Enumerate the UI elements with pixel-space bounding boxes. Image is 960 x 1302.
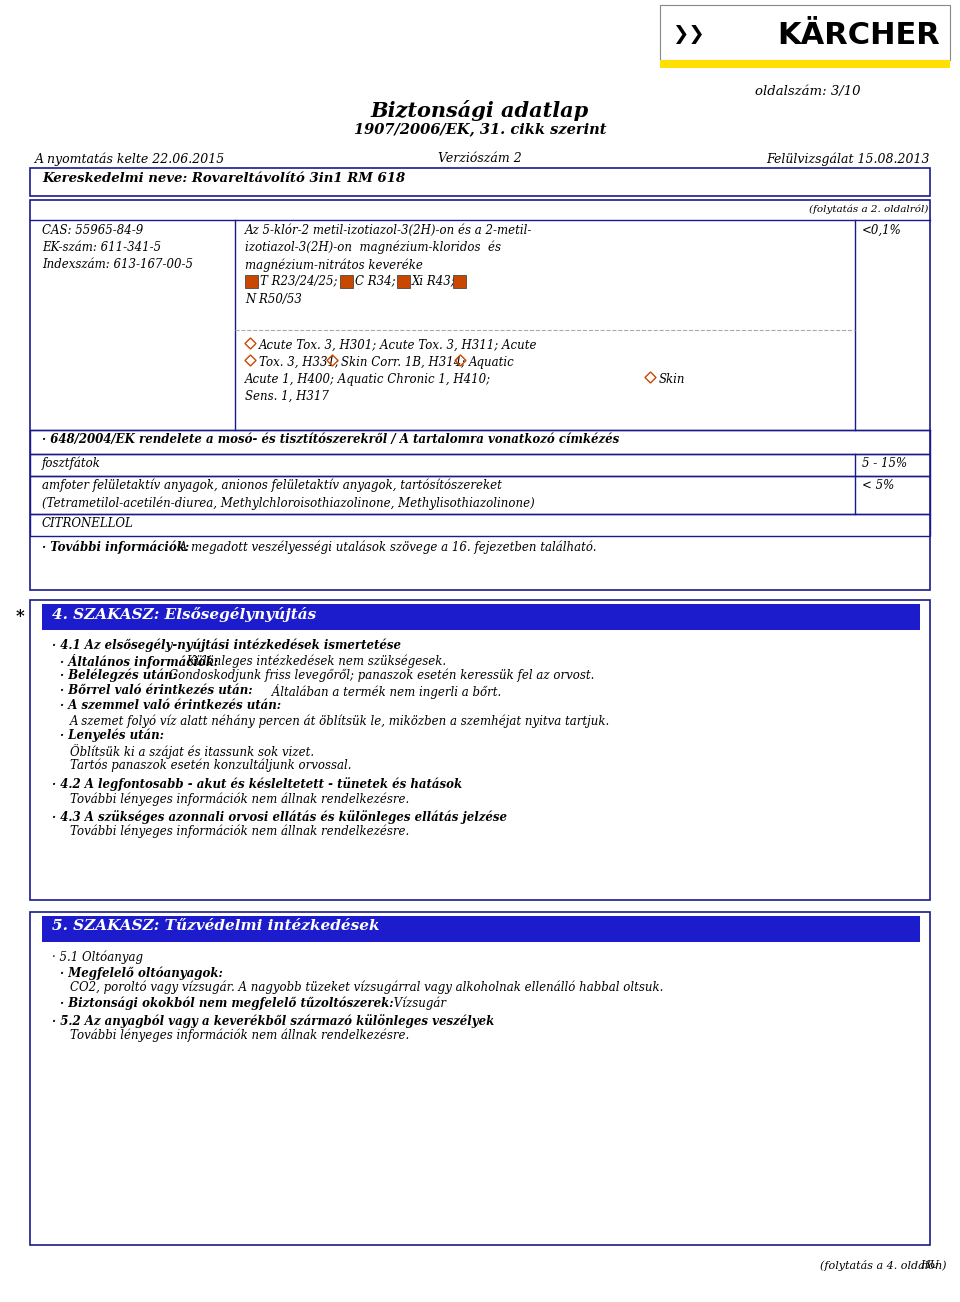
Bar: [30, 430, 930, 454]
Text: A megadott veszélyességi utalások szövege a 16. fejezetben található.: A megadott veszélyességi utalások szöveg…: [175, 540, 596, 553]
Text: Általában a termék nem ingerli a bőrt.: Általában a termék nem ingerli a bőrt.: [268, 684, 501, 699]
Bar: [340, 275, 353, 288]
Text: ❯❯: ❯❯: [672, 26, 705, 44]
Text: < 5%: < 5%: [862, 479, 895, 492]
Text: · Bőrrel való érintkezés után:: · Bőrrel való érintkezés után:: [60, 684, 252, 697]
Text: Vízsugár: Vízsugár: [390, 997, 446, 1010]
Bar: [30, 911, 930, 1245]
Text: · 5.1 Oltóanyag: · 5.1 Oltóanyag: [52, 950, 143, 963]
Text: Öblítsük ki a szájat és itassunk sok vizet.: Öblítsük ki a szájat és itassunk sok viz…: [70, 743, 314, 759]
Text: A szemet folyó víz alatt néhány percen át öblítsük le, miközben a szemhéjat nyit: A szemet folyó víz alatt néhány percen á…: [70, 713, 611, 728]
Text: fosztfátok: fosztfátok: [42, 457, 101, 470]
Text: CITRONELLOL: CITRONELLOL: [42, 517, 133, 530]
Text: 5. SZAKASZ: Tűzvédelmi intézkedések: 5. SZAKASZ: Tűzvédelmi intézkedések: [52, 919, 379, 934]
Text: 5 - 15%: 5 - 15%: [862, 457, 907, 470]
Text: T R23/24/25;: T R23/24/25;: [260, 273, 338, 286]
Text: · Biztonsági okokból nem megfelelő tűzoltószerek:: · Biztonsági okokból nem megfelelő tűzol…: [60, 997, 394, 1010]
Text: <0,1%: <0,1%: [862, 224, 901, 237]
Text: További lényeges információk nem állnak rendelkezésre.: További lényeges információk nem állnak …: [70, 792, 409, 806]
Text: oldalszám: 3/10: oldalszám: 3/10: [755, 85, 860, 98]
Text: *: *: [16, 608, 25, 625]
Text: N R50/53: N R50/53: [245, 293, 301, 306]
Text: · Általános információk:: · Általános információk:: [60, 654, 218, 669]
Text: Verziószám 2: Verziószám 2: [438, 152, 522, 165]
Text: · 4.2 A legfontosabb - akut és késleltetett - tünetek és hatások: · 4.2 A legfontosabb - akut és késleltet…: [52, 777, 462, 790]
Text: amfoter felületaktív anyagok, anionos felületaktív anyagok, tartósítószereket: amfoter felületaktív anyagok, anionos fe…: [42, 479, 502, 492]
Bar: [30, 201, 930, 590]
Text: (folytatás a 4. oldalon): (folytatás a 4. oldalon): [820, 1260, 947, 1271]
Bar: [30, 477, 930, 514]
Text: Tartós panaszok esetén konzultáljunk orvossal.: Tartós panaszok esetén konzultáljunk orv…: [70, 759, 351, 772]
Bar: [453, 275, 466, 288]
Text: · A szemmel való érintkezés után:: · A szemmel való érintkezés után:: [60, 699, 281, 712]
Bar: [660, 60, 950, 68]
Text: Acute Tox. 3, H301; Acute Tox. 3, H311; Acute: Acute Tox. 3, H301; Acute Tox. 3, H311; …: [259, 339, 538, 352]
Text: Kereskedelmi neve: Rovareltávolító 3in1 RM 618: Kereskedelmi neve: Rovareltávolító 3in1 …: [42, 172, 405, 185]
Text: KÄRCHER: KÄRCHER: [778, 21, 940, 49]
Text: · Lenyelés után:: · Lenyelés után:: [60, 729, 164, 742]
Text: · 648/2004/EK rendelete a mosó- és tisztítószerekről / A tartalomra vonatkozó cí: · 648/2004/EK rendelete a mosó- és tiszt…: [42, 434, 619, 447]
Text: · Belélegzés után:: · Belélegzés után:: [60, 669, 178, 682]
Text: Sens. 1, H317: Sens. 1, H317: [245, 391, 329, 404]
Text: 4. SZAKASZ: Elsősegélynyújtás: 4. SZAKASZ: Elsősegélynyújtás: [52, 607, 316, 622]
Text: · 4.1 Az elsősegély-nyújtási intézkedések ismertetése: · 4.1 Az elsősegély-nyújtási intézkedése…: [52, 638, 401, 651]
Text: Indexszám: 613-167-00-5: Indexszám: 613-167-00-5: [42, 258, 193, 271]
Text: Gondoskodjunk friss levegőről; panaszok esetén keressük fel az orvost.: Gondoskodjunk friss levegőről; panaszok …: [165, 669, 594, 682]
Text: 1907/2006/EK, 31. cikk szerint: 1907/2006/EK, 31. cikk szerint: [353, 122, 607, 135]
Text: (Tetrametilol-acetilén-diurea, Methylchloroisothiazolinone, Methylisothiazolinon: (Tetrametilol-acetilén-diurea, Methylchl…: [42, 496, 535, 509]
Text: Skin Corr. 1B, H314;: Skin Corr. 1B, H314;: [341, 355, 466, 368]
Text: Különleges intézkedések nem szükségesek.: Különleges intézkedések nem szükségesek.: [183, 654, 446, 668]
Text: Az 5-klór-2 metil-izotiazol-3(2H)-on és a 2-metil-: Az 5-klór-2 metil-izotiazol-3(2H)-on és …: [245, 224, 533, 237]
Text: Aquatic: Aquatic: [469, 355, 515, 368]
Text: Biztonsági adatlap: Biztonsági adatlap: [371, 100, 589, 121]
Bar: [30, 168, 930, 197]
Text: Skin: Skin: [659, 372, 685, 385]
Text: · 5.2 Az anyagból vagy a keverékből származó különleges veszélyek: · 5.2 Az anyagból vagy a keverékből szár…: [52, 1014, 494, 1027]
Text: További lényeges információk nem állnak rendelkezésre.: További lényeges információk nem állnak …: [70, 1029, 409, 1043]
Text: · További információk:: · További információk:: [42, 540, 189, 553]
Text: (folytatás a 2. oldalról): (folytatás a 2. oldalról): [808, 204, 928, 214]
Bar: [42, 917, 920, 943]
Text: A nyomtatás kelte 22.06.2015: A nyomtatás kelte 22.06.2015: [35, 152, 226, 165]
Bar: [245, 275, 258, 288]
Text: Tox. 3, H331;: Tox. 3, H331;: [259, 355, 339, 368]
Text: izotiazol-3(2H)-on  magnézium-kloridos  és: izotiazol-3(2H)-on magnézium-kloridos és: [245, 241, 501, 254]
Bar: [30, 600, 930, 900]
Bar: [30, 454, 930, 477]
Text: EK-szám: 611-341-5: EK-szám: 611-341-5: [42, 241, 161, 254]
Text: · 4.3 A szükséges azonnali orvosi ellátás és különleges ellátás jelzése: · 4.3 A szükséges azonnali orvosi ellátá…: [52, 810, 507, 824]
Text: Xi R43;: Xi R43;: [412, 273, 456, 286]
Bar: [397, 275, 410, 288]
Text: C R34;: C R34;: [355, 273, 396, 286]
Text: HU: HU: [920, 1260, 939, 1269]
Text: CO2, poroltó vagy vízsugár. A nagyobb tüzeket vízsugárral vagy alkoholnak ellená: CO2, poroltó vagy vízsugár. A nagyobb tü…: [70, 980, 663, 995]
Text: CAS: 55965-84-9: CAS: 55965-84-9: [42, 224, 143, 237]
Bar: [660, 5, 950, 60]
Text: További lényeges információk nem állnak rendelkezésre.: További lényeges információk nem állnak …: [70, 825, 409, 838]
Bar: [42, 604, 920, 630]
Text: magnézium-nitrátos keveréke: magnézium-nitrátos keveréke: [245, 258, 422, 272]
Bar: [30, 514, 930, 536]
Text: Acute 1, H400; Aquatic Chronic 1, H410;: Acute 1, H400; Aquatic Chronic 1, H410;: [245, 372, 492, 385]
Text: Felülvizsgálat 15.08.2013: Felülvizsgálat 15.08.2013: [766, 152, 930, 165]
Text: · Megfelelő oltóanyagok:: · Megfelelő oltóanyagok:: [60, 966, 223, 979]
